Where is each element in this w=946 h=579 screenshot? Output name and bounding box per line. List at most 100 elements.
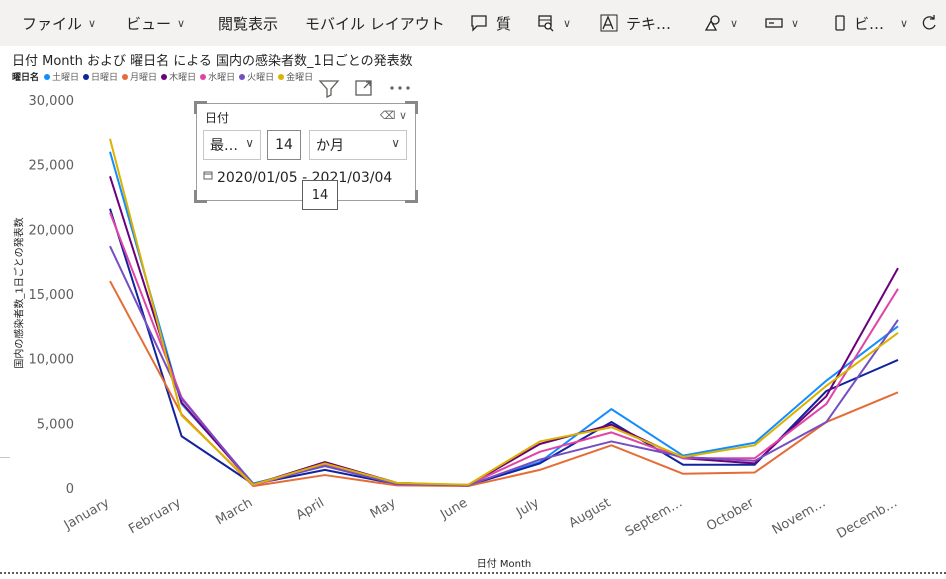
chevron-down-icon[interactable]: ∨	[398, 109, 407, 122]
legend-dot-icon	[44, 73, 51, 80]
text-box-icon	[600, 14, 618, 32]
resize-handle[interactable]	[405, 190, 418, 203]
file-menu[interactable]: ファイル ∨	[22, 14, 97, 33]
legend-label: 月曜日	[130, 73, 158, 83]
legend-dot-icon	[83, 73, 90, 80]
legend-dot-icon	[122, 73, 129, 80]
legend-title: 曜日名	[12, 73, 40, 83]
legend-item[interactable]: 木曜日	[161, 70, 196, 83]
visual-border	[0, 572, 946, 574]
y-tick-label: 15,000	[29, 288, 75, 303]
legend-item[interactable]: 金曜日	[278, 70, 313, 83]
chevron-down-icon: ∨	[563, 16, 572, 30]
date-range: 2020/01/05 - 2021/03/04	[203, 170, 392, 186]
chevron-down-icon: ∨	[245, 136, 254, 150]
period-count-input[interactable]: 14	[267, 130, 301, 160]
y-tick-label: 30,000	[29, 94, 75, 109]
x-tick-label: August	[567, 495, 614, 531]
legend-dot-icon	[161, 73, 168, 80]
chart-title: 日付 Month および 曜日名 による 国内の感染者数_1日ごとの発表数	[12, 54, 413, 69]
relative-option-select[interactable]: 最… ∨	[203, 130, 261, 160]
legend-item[interactable]: 月曜日	[122, 70, 157, 83]
mobile-layout-button[interactable]: モバイル レイアウト	[305, 14, 445, 33]
button-icon	[765, 18, 783, 28]
y-tick-label: 10,000	[29, 353, 75, 368]
divider	[0, 457, 10, 458]
legend-label: 金曜日	[286, 73, 314, 83]
focus-mode-icon[interactable]	[354, 78, 374, 102]
chevron-down-icon: ∨	[791, 16, 800, 30]
chevron-down-icon: ∨	[88, 16, 97, 30]
x-tick-label: October	[704, 495, 757, 534]
chevron-down-icon: ∨	[900, 16, 909, 30]
legend-label: 日曜日	[91, 73, 119, 83]
legend-item[interactable]: 土曜日	[44, 70, 79, 83]
legend-label: 土曜日	[52, 73, 80, 83]
resize-handle[interactable]	[194, 190, 207, 203]
legend-dot-icon	[239, 73, 246, 80]
chart-legend: 曜日名 土曜日 日曜日 月曜日 木曜日 水曜日 火曜日 金曜日	[12, 70, 320, 83]
resize-handle[interactable]	[194, 101, 207, 114]
shapes-icon	[704, 15, 720, 31]
buttons-menu[interactable]: ∨	[765, 0, 799, 46]
slicer-title: 日付	[205, 111, 230, 125]
legend-item[interactable]: 日曜日	[83, 70, 118, 83]
view-menu[interactable]: ビュー ∨	[126, 14, 186, 33]
legend-item[interactable]: 火曜日	[239, 70, 274, 83]
value-tooltip: 14	[302, 180, 338, 210]
speech-bubble-icon	[471, 15, 487, 32]
chevron-down-icon: ∨	[177, 16, 186, 30]
reading-view-button[interactable]: 閲覧表示	[218, 14, 279, 33]
table-search-icon	[538, 15, 554, 32]
x-tick-label: July	[513, 495, 542, 520]
visual-header-icons	[318, 78, 426, 102]
report-canvas	[0, 46, 946, 579]
x-tick-label: Novem…	[770, 495, 829, 538]
series-line[interactable]	[109, 212, 899, 487]
y-tick-label: 0	[66, 482, 74, 497]
more-options-icon[interactable]	[388, 78, 412, 102]
y-tick-label: 25,000	[29, 159, 75, 174]
legend-dot-icon	[200, 73, 207, 80]
x-tick-label: April	[294, 495, 327, 523]
refresh-icon	[922, 15, 936, 30]
x-tick-label: May	[368, 495, 399, 522]
x-tick-label: March	[213, 495, 255, 528]
x-tick-label: January	[61, 495, 112, 533]
x-tick-label: Septem…	[623, 495, 685, 540]
legend-item[interactable]: 水曜日	[200, 70, 235, 83]
resize-handle[interactable]	[405, 101, 418, 114]
y-tick-label: 20,000	[29, 223, 75, 238]
legend-label: 火曜日	[247, 73, 275, 83]
series-line[interactable]	[109, 245, 899, 487]
y-axis-title: 国内の感染者数_1日ごとの発表数	[14, 217, 26, 369]
legend-dot-icon	[278, 73, 285, 80]
shapes-menu[interactable]: ∨	[704, 0, 738, 46]
phone-icon	[835, 15, 845, 31]
qa-button[interactable]: 質	[470, 0, 511, 46]
x-axis-title: 日付 Month	[476, 559, 532, 570]
x-tick-label: Decemb…	[834, 495, 900, 542]
legend-label: 木曜日	[169, 73, 197, 83]
visual-menu[interactable]: ビ… ∨	[834, 0, 908, 46]
filter-icon[interactable]	[318, 78, 340, 102]
legend-label: 水曜日	[208, 73, 236, 83]
series-line[interactable]	[109, 208, 899, 487]
y-tick-label: 5,000	[37, 417, 74, 432]
slicer-header-icons: ⌫ ∨	[380, 109, 407, 122]
text-box-button[interactable]: テキ…	[600, 0, 671, 46]
ribbon-toolbar: ファイル ∨ ビュー ∨ 閲覧表示 モバイル レイアウト 質 ∨ テキ… ∨ ∨ ビ…	[0, 0, 946, 47]
chevron-down-icon: ∨	[730, 16, 739, 30]
eraser-icon[interactable]: ⌫	[379, 109, 396, 122]
x-tick-label: February	[126, 495, 184, 537]
x-tick-label: June	[437, 495, 470, 523]
refresh-button[interactable]	[920, 0, 946, 46]
series-line[interactable]	[109, 138, 899, 486]
date-slicer[interactable]: 日付 ⌫ ∨ 最… ∨ 14 か月 ∨ 2020/01/05 - 2021/03…	[194, 101, 418, 203]
series-line[interactable]	[109, 151, 899, 487]
period-unit-select[interactable]: か月 ∨	[309, 130, 407, 160]
data-view-menu[interactable]: ∨	[537, 0, 571, 46]
chevron-down-icon: ∨	[391, 136, 400, 150]
calendar-icon	[203, 171, 213, 180]
